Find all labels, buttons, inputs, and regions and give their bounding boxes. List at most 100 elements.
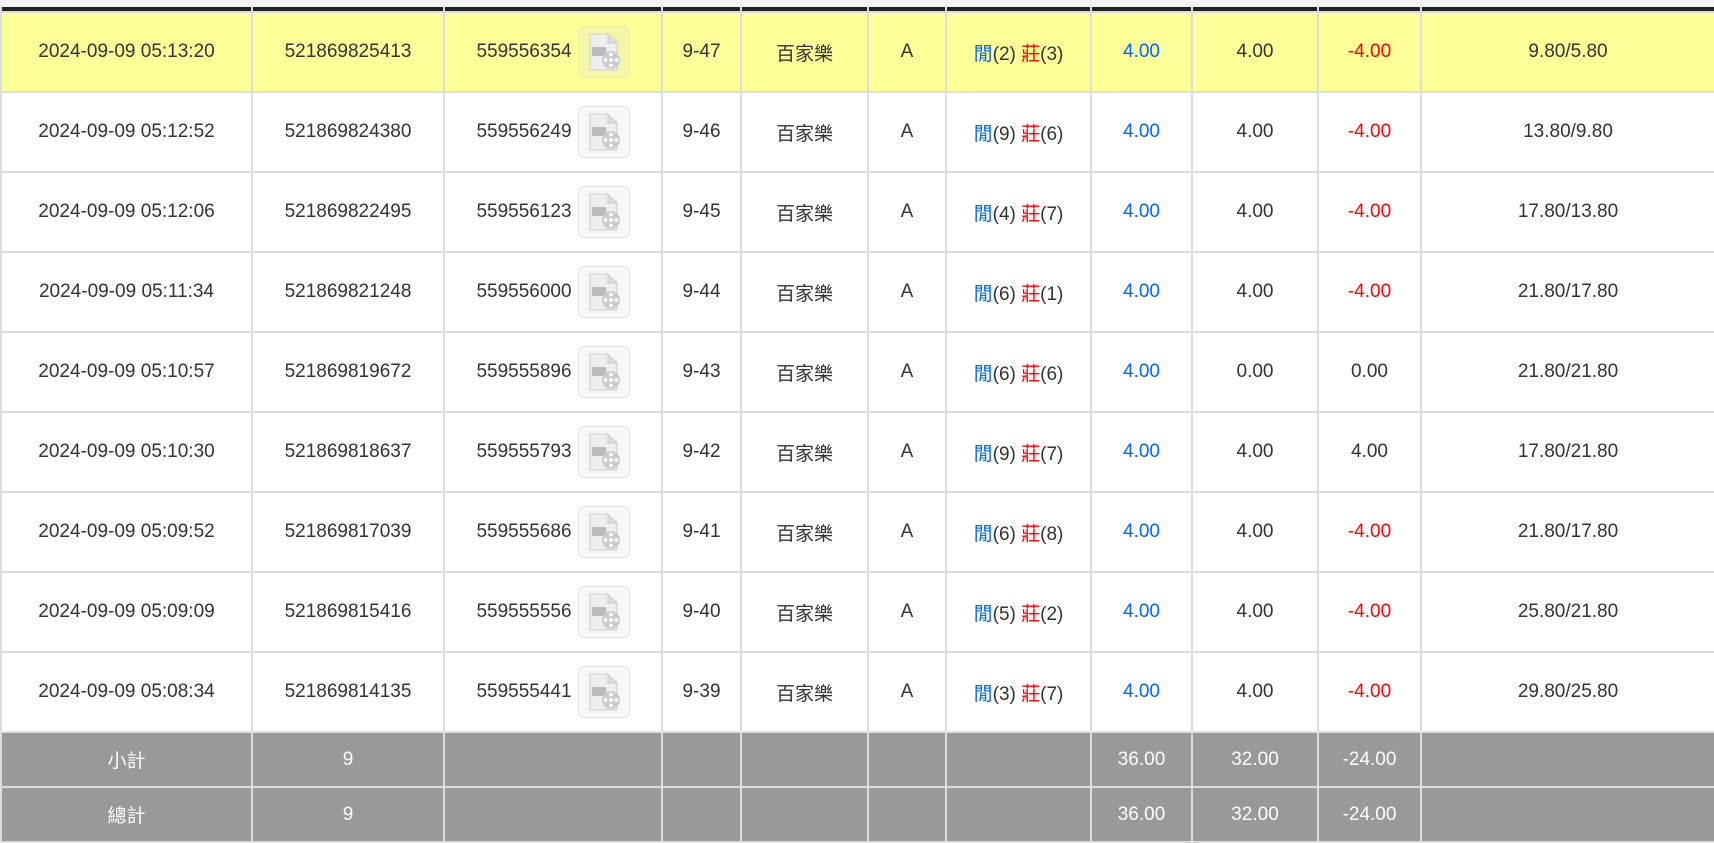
banker-label: 莊 [1021,603,1041,625]
valid-bet: 4.00 [1191,491,1319,573]
bet-id: 521869821248 [251,251,445,333]
player-points: (9) [992,123,1016,145]
player-points: (6) [992,283,1016,305]
round-id: 559555441 [476,681,572,703]
bet-id: 521869814135 [251,651,445,733]
win-loss: -4.00 [1317,171,1422,253]
table-name: A [867,171,947,253]
video-file-icon[interactable] [577,106,630,158]
video-file-icon[interactable] [577,266,630,318]
player-label: 閒 [973,43,993,65]
bet-amount: 4.00 [1090,11,1193,93]
round-id: 559556249 [476,121,572,143]
bet-amount: 4.00 [1090,91,1193,173]
video-file-icon[interactable] [577,426,630,478]
round-id: 559555896 [476,361,572,383]
game-no: 9-40 [661,571,742,653]
summary-count: 9 [251,731,445,788]
valid-bet: 4.00 [1191,571,1319,653]
win-loss: -4.00 [1317,11,1422,93]
round-cell: 559556123 [443,171,663,253]
game-name: 百家樂 [740,571,869,653]
banker-points: (8) [1040,523,1064,545]
video-file-icon[interactable] [577,26,630,78]
result: 閒(6) 莊(6) [945,331,1092,413]
result: 閒(9) 莊(7) [945,411,1092,493]
table-name: A [867,91,947,173]
win-loss: -4.00 [1317,91,1422,173]
summary-winloss: -24.00 [1317,731,1422,788]
game-name: 百家樂 [740,331,869,413]
table-name: A [867,491,947,573]
result: 閒(4) 莊(7) [945,171,1092,253]
summary-count: 9 [251,786,445,843]
player-label: 閒 [973,203,993,225]
round-id: 559555793 [476,441,572,463]
win-loss: -4.00 [1317,571,1422,653]
banker-points: (7) [1040,203,1064,225]
balance: 29.80/25.80 [1420,651,1714,733]
game-no: 9-42 [661,411,742,493]
result: 閒(5) 莊(2) [945,571,1092,653]
player-label: 閒 [973,283,993,305]
table-header-bar [0,7,1714,12]
player-label: 閒 [973,523,993,545]
banker-points: (6) [1040,363,1064,385]
result: 閒(6) 莊(8) [945,491,1092,573]
game-no: 9-43 [661,331,742,413]
valid-bet: 0.00 [1191,331,1319,413]
game-name: 百家樂 [740,91,869,173]
round-cell: 559555686 [443,491,663,573]
summary-winloss: -24.00 [1317,786,1422,843]
round-cell: 559555556 [443,571,663,653]
player-label: 閒 [973,363,993,385]
game-no: 9-41 [661,491,742,573]
banker-label: 莊 [1021,123,1041,145]
bet-id: 521869825413 [251,11,445,93]
summary-valid: 32.00 [1191,731,1319,788]
video-file-icon[interactable] [577,586,630,638]
bet-amount: 4.00 [1090,251,1193,333]
player-points: (9) [992,443,1016,465]
result: 閒(2) 莊(3) [945,11,1092,93]
bet-amount: 4.00 [1090,411,1193,493]
bet-id: 521869818637 [251,411,445,493]
banker-points: (1) [1040,283,1064,305]
game-no: 9-47 [661,11,742,93]
table-name: A [867,651,947,733]
round-id: 559555686 [476,521,572,543]
video-file-icon[interactable] [577,506,630,558]
banker-points: (2) [1040,603,1064,625]
game-no: 9-46 [661,91,742,173]
video-file-icon[interactable] [577,346,630,398]
round-cell: 559556354 [443,11,663,93]
round-cell: 559555896 [443,331,663,413]
bet-id: 521869815416 [251,571,445,653]
player-points: (6) [992,363,1016,385]
bet-time: 2024-09-09 05:11:34 [0,251,253,333]
bet-records-table: 2024-09-09 05:13:20 521869825413 5595563… [0,7,1714,843]
banker-label: 莊 [1021,43,1041,65]
table-name: A [867,571,947,653]
table-row: 2024-09-09 05:10:30 521869818637 5595557… [0,411,1714,493]
win-loss: -4.00 [1317,491,1422,573]
banker-points: (3) [1040,43,1064,65]
bet-amount: 4.00 [1090,331,1193,413]
bet-id: 521869819672 [251,331,445,413]
table-row: 2024-09-09 05:09:09 521869815416 5595555… [0,571,1714,653]
video-file-icon[interactable] [577,186,630,238]
summary-label: 小計 [0,731,253,788]
table-row: 2024-09-09 05:11:34 521869821248 5595560… [0,251,1714,333]
round-id: 559555556 [476,601,572,623]
bet-time: 2024-09-09 05:12:52 [0,91,253,173]
game-name: 百家樂 [740,11,869,93]
banker-label: 莊 [1021,283,1041,305]
player-points: (3) [992,683,1016,705]
table-row: 2024-09-09 05:13:20 521869825413 5595563… [0,11,1714,93]
bet-time: 2024-09-09 05:10:57 [0,331,253,413]
table-row: 2024-09-09 05:10:57 521869819672 5595558… [0,331,1714,413]
video-file-icon[interactable] [577,666,630,718]
table-row: 2024-09-09 05:12:06 521869822495 5595561… [0,171,1714,253]
balance: 17.80/13.80 [1420,171,1714,253]
bet-time: 2024-09-09 05:09:52 [0,491,253,573]
